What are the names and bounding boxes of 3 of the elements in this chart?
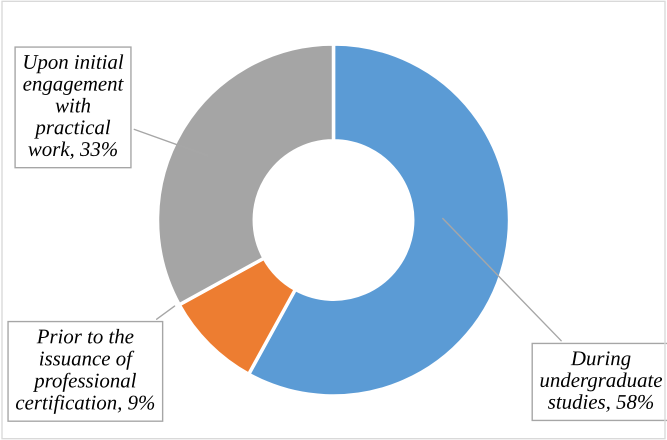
slice-label: During undergraduate studies, 58% xyxy=(540,351,662,412)
slice-label: Prior to the issuance of professional certification, 9% xyxy=(16,328,154,414)
slice-label: Upon initial engagement with practical work, 33% xyxy=(23,54,124,160)
